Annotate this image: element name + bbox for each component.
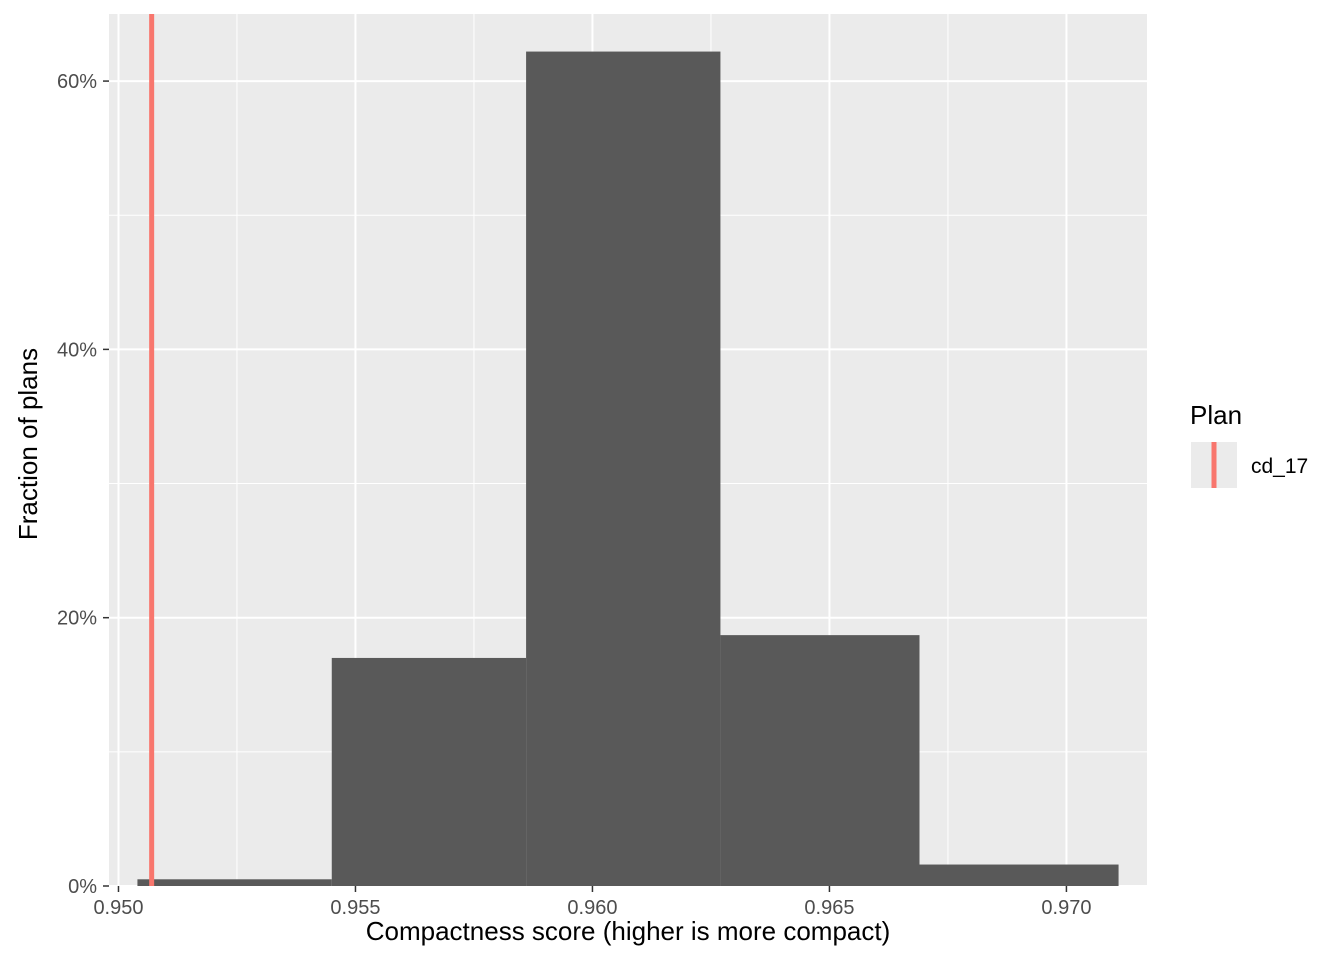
y-tick-label: 40%: [57, 339, 97, 361]
x-tick-label: 0.965: [804, 897, 854, 919]
y-tick-label: 0%: [68, 876, 97, 898]
x-axis-title: Compactness score (higher is more compac…: [366, 916, 891, 946]
legend: Plan cd_17: [1190, 400, 1308, 488]
y-axis-title: Fraction of plans: [13, 348, 43, 540]
histogram-bars: [137, 51, 1119, 887]
x-axis-ticks: 0.950 0.955 0.960 0.965 0.970: [93, 886, 1091, 919]
histogram-bar-0: [137, 879, 332, 886]
x-tick-label: 0.955: [330, 897, 380, 919]
histogram-bar-3: [720, 635, 920, 886]
y-tick-label: 60%: [57, 71, 97, 93]
x-tick-label: 0.960: [567, 897, 617, 919]
x-tick-label: 0.970: [1041, 897, 1091, 919]
y-tick-label: 20%: [57, 608, 97, 630]
legend-title: Plan: [1190, 400, 1242, 430]
histogram-bar-2: [526, 51, 721, 887]
legend-entry-label: cd_17: [1251, 455, 1308, 478]
y-axis-ticks: 0% 20% 40% 60%: [57, 71, 109, 898]
x-tick-label: 0.950: [93, 897, 143, 919]
histogram-bar-4: [919, 864, 1119, 886]
histogram-bar-1: [331, 657, 527, 886]
